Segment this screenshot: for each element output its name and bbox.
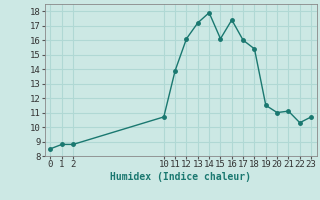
X-axis label: Humidex (Indice chaleur): Humidex (Indice chaleur) (110, 172, 251, 182)
